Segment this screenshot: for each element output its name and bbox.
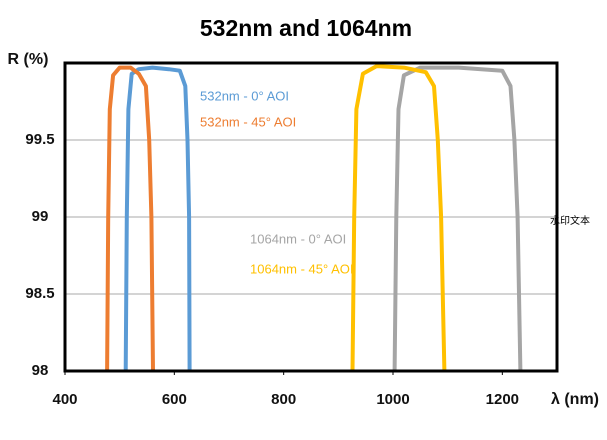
y-tick-label: 99.5 [25,131,54,148]
x-axis-label: λ (nm) [551,391,599,408]
y-axis-label: R (%) [8,51,49,68]
plot-frame [63,61,559,373]
series-line [392,65,523,372]
x-tick-label: 800 [271,391,296,408]
series-line [350,64,447,372]
series-line [105,65,155,372]
watermark: 水印文本 [550,214,590,227]
x-tick-label: 400 [52,391,77,408]
legend-label: 532nm - 45° AOI [200,114,296,129]
legend-label: 532nm - 0° AOI [200,88,289,103]
y-tick-label: 98 [32,362,49,379]
series-line [123,65,192,372]
y-tick-label: 99 [32,208,49,225]
x-tick-label: 1000 [376,391,409,408]
x-tick-label: 1200 [486,391,519,408]
x-tick-label: 600 [162,391,187,408]
chart-title: 532nm and 1064nm [200,15,412,41]
legend-label: 1064nm - 0° AOI [250,231,346,246]
y-tick-label: 98.5 [25,285,54,302]
legend-label: 1064nm - 45° AOI [250,261,353,276]
